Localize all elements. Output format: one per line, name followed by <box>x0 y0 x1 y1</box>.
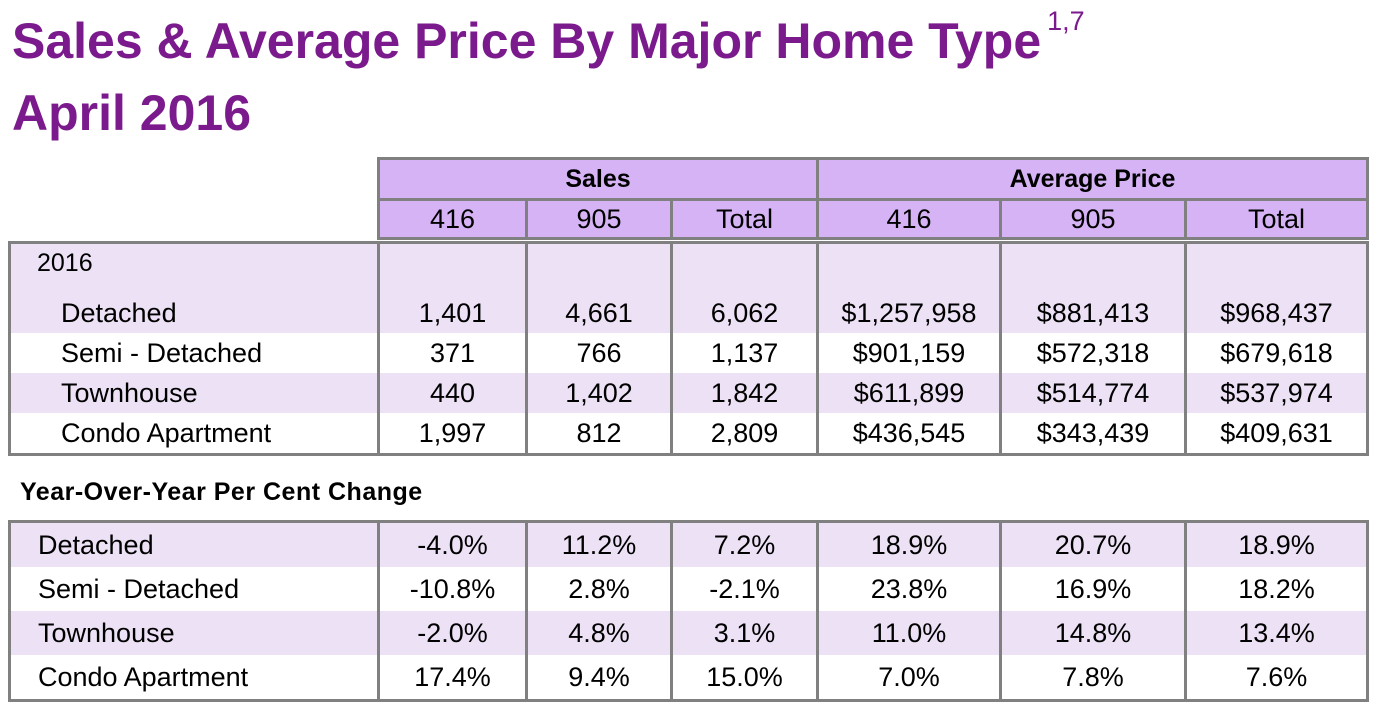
table-cell: 1,997 <box>377 413 528 456</box>
table-cell: 1,402 <box>525 373 673 413</box>
column-header-table: Sales Average Price 416 905 Total 416 90… <box>377 157 1369 240</box>
table-cell: 3.1% <box>670 611 819 655</box>
table-cell: $572,318 <box>999 333 1187 373</box>
year-2016-table: 2016 Detached 1,401 4,661 6,062 $1,257,9… <box>8 241 1369 456</box>
table-row: Detached -4.0% 11.2% 7.2% 18.9% 20.7% 18… <box>8 520 1369 567</box>
table-cell: 2.8% <box>525 567 673 611</box>
table-cell: 18.2% <box>1184 567 1369 611</box>
table-cell: 13.4% <box>1184 611 1369 655</box>
column-header-sales-905: 905 <box>525 198 673 240</box>
table-cell: 2,809 <box>670 413 819 456</box>
table-cell: 6,062 <box>670 293 819 333</box>
table-cell: 4.8% <box>525 611 673 655</box>
table-cell: 7.6% <box>1184 655 1369 702</box>
table-cell: $881,413 <box>999 293 1187 333</box>
column-header-price-416: 416 <box>816 198 1002 240</box>
row-label: Townhouse <box>8 611 380 655</box>
year-row: 2016 <box>8 241 1369 293</box>
report-period: April 2016 <box>12 85 252 141</box>
table-cell: 18.9% <box>816 520 1002 567</box>
table-cell: $436,545 <box>816 413 1002 456</box>
report-title: Sales & Average Price By Major Home Type… <box>12 8 1085 69</box>
table-cell: $1,257,958 <box>816 293 1002 333</box>
table-cell: 766 <box>525 333 673 373</box>
table-cell: -2.1% <box>670 567 819 611</box>
table-cell: 1,401 <box>377 293 528 333</box>
table-cell: 440 <box>377 373 528 413</box>
row-label: Detached <box>8 293 380 333</box>
column-header-price-905: 905 <box>999 198 1187 240</box>
title-footnote: 1,7 <box>1047 6 1085 36</box>
table-cell: 20.7% <box>999 520 1187 567</box>
table-cell: 4,661 <box>525 293 673 333</box>
table-row: Condo Apartment 17.4% 9.4% 15.0% 7.0% 7.… <box>8 655 1369 702</box>
table-cell: 11.0% <box>816 611 1002 655</box>
table-row: Condo Apartment 1,997 812 2,809 $436,545… <box>8 413 1369 456</box>
average-price-group-header: Average Price <box>816 157 1369 201</box>
table-cell: $537,974 <box>1184 373 1369 413</box>
yoy-section-heading: Year-Over-Year Per Cent Change <box>20 478 423 506</box>
table-cell: 16.9% <box>999 567 1187 611</box>
table-cell: $611,899 <box>816 373 1002 413</box>
table-cell: 7.2% <box>670 520 819 567</box>
table-cell: $968,437 <box>1184 293 1369 333</box>
table-cell: $901,159 <box>816 333 1002 373</box>
yoy-change-table: Detached -4.0% 11.2% 7.2% 18.9% 20.7% 18… <box>8 520 1369 702</box>
column-header-sales-416: 416 <box>377 198 528 240</box>
column-header-sales-total: Total <box>670 198 819 240</box>
row-label: Condo Apartment <box>8 413 380 456</box>
table-cell: $679,618 <box>1184 333 1369 373</box>
year-label: 2016 <box>8 241 380 293</box>
row-label: Condo Apartment <box>8 655 380 702</box>
table-row: Semi - Detached 371 766 1,137 $901,159 $… <box>8 333 1369 373</box>
row-label: Semi - Detached <box>8 333 380 373</box>
table-cell: $409,631 <box>1184 413 1369 456</box>
table-cell: 1,137 <box>670 333 819 373</box>
table-cell: 371 <box>377 333 528 373</box>
table-row: Semi - Detached -10.8% 2.8% -2.1% 23.8% … <box>8 567 1369 611</box>
table-cell: $514,774 <box>999 373 1187 413</box>
table-cell: 11.2% <box>525 520 673 567</box>
table-cell: -2.0% <box>377 611 528 655</box>
table-cell: 9.4% <box>525 655 673 702</box>
table-cell: 15.0% <box>670 655 819 702</box>
row-label: Semi - Detached <box>8 567 380 611</box>
table-cell: 17.4% <box>377 655 528 702</box>
row-label: Townhouse <box>8 373 380 413</box>
table-cell: -10.8% <box>377 567 528 611</box>
row-label: Detached <box>8 520 380 567</box>
table-cell: 7.0% <box>816 655 1002 702</box>
table-row: Detached 1,401 4,661 6,062 $1,257,958 $8… <box>8 293 1369 333</box>
table-cell: 1,842 <box>670 373 819 413</box>
table-cell: -4.0% <box>377 520 528 567</box>
table-cell: 23.8% <box>816 567 1002 611</box>
table-cell: $343,439 <box>999 413 1187 456</box>
table-cell: 7.8% <box>999 655 1187 702</box>
table-cell: 14.8% <box>999 611 1187 655</box>
column-header-price-total: Total <box>1184 198 1369 240</box>
table-row: Townhouse 440 1,402 1,842 $611,899 $514,… <box>8 373 1369 413</box>
table-row: Townhouse -2.0% 4.8% 3.1% 11.0% 14.8% 13… <box>8 611 1369 655</box>
table-cell: 812 <box>525 413 673 456</box>
table-cell: 18.9% <box>1184 520 1369 567</box>
sales-group-header: Sales <box>377 157 819 201</box>
report-title-text: Sales & Average Price By Major Home Type <box>12 13 1042 69</box>
